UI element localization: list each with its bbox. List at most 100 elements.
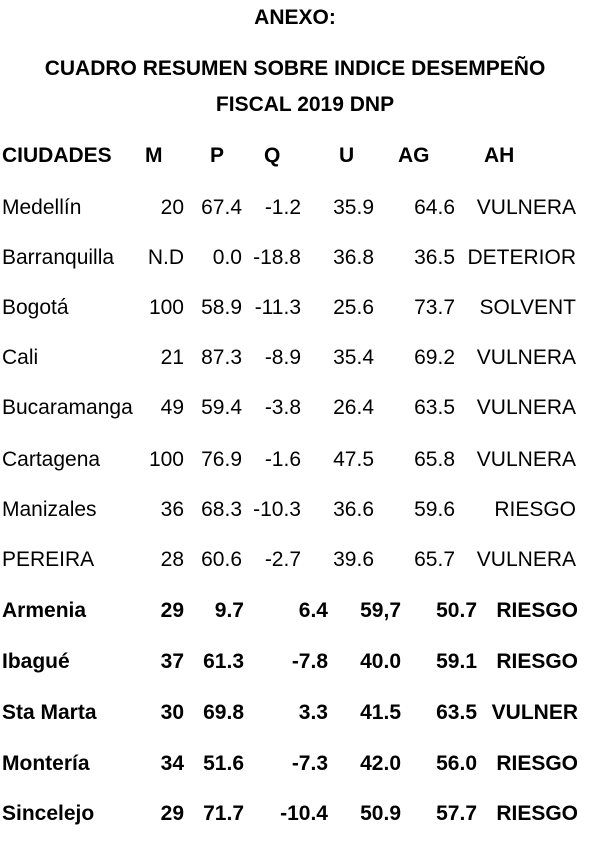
cell-ah: VULNERA: [476, 448, 576, 471]
cell-p: 58.9: [201, 296, 242, 319]
cell-ag: 50.7: [436, 599, 477, 622]
cell-q: -8.9: [264, 346, 301, 369]
cell-ciudad: Cartagena: [2, 448, 101, 471]
cell-ah: RIESGO: [494, 498, 576, 521]
cell-u: 40.0: [360, 650, 401, 673]
cell-p: 59.4: [201, 396, 242, 419]
title-line-2: FISCAL 2019 DNP: [215, 93, 395, 116]
table-row: Bucaramanga 49 59.4 -3.8 26.4 63.5 VULNERA: [0, 394, 590, 422]
cell-u: 35.4: [333, 346, 374, 369]
column-header-ciudades: CIUDADES: [2, 144, 112, 167]
table-row: Sta Marta 30 69.8 3.3 41.5 63.5 VULNER: [0, 699, 590, 727]
cell-m: 100: [148, 296, 184, 319]
cell-p: 67.4: [201, 196, 242, 219]
cell-ciudad: Barranquilla: [2, 246, 115, 269]
cell-m: 21: [160, 346, 184, 369]
column-header-ag: AG: [398, 144, 430, 167]
table-row: Cali 21 87.3 -8.9 35.4 69.2 VULNERA: [0, 344, 590, 372]
cell-ah: RIESGO: [496, 752, 578, 775]
cell-q: 6.4: [298, 599, 328, 622]
cell-ah: RIESGO: [496, 650, 578, 673]
cell-p: 76.9: [201, 448, 242, 471]
cell-m: 36: [160, 498, 184, 521]
cell-m: 29: [160, 599, 184, 622]
cell-u: 39.6: [333, 548, 374, 571]
cell-ciudad: Sincelejo: [2, 802, 95, 825]
cell-m: 20: [160, 196, 184, 219]
cell-p: 71.7: [203, 802, 244, 825]
table-row: Cartagena 100 76.9 -1.6 47.5 65.8 VULNERA: [0, 446, 590, 474]
cell-u: 25.6: [333, 296, 374, 319]
cell-u: 59,7: [360, 599, 401, 622]
cell-ciudad: Cali: [2, 346, 39, 369]
cell-ag: 56.0: [436, 752, 477, 775]
cell-ah: DETERIOR: [467, 246, 576, 269]
cell-u: 26.4: [333, 396, 374, 419]
cell-ag: 63.5: [436, 701, 477, 724]
table-row: Montería 34 51.6 -7.3 42.0 56.0 RIESGO: [0, 750, 590, 778]
cell-ciudad: Bogotá: [2, 296, 69, 319]
cell-ag: 59.1: [436, 650, 477, 673]
cell-q: 3.3: [298, 701, 328, 724]
cell-p: 9.7: [214, 599, 244, 622]
cell-q: -18.8: [253, 246, 301, 269]
column-header-u: U: [339, 144, 355, 167]
table-row: Sincelejo 29 71.7 -10.4 50.9 57.7 RIESGO: [0, 800, 590, 828]
cell-ciudad: Ibagué: [2, 650, 70, 673]
cell-ag: 63.5: [414, 396, 455, 419]
cell-ag: 65.8: [414, 448, 455, 471]
cell-p: 61.3: [203, 650, 244, 673]
cell-u: 35.9: [333, 196, 374, 219]
cell-q: -11.3: [254, 296, 301, 319]
cell-ciudad: Medellín: [2, 196, 82, 219]
table-row: Bogotá 100 58.9 -11.3 25.6 73.7 SOLVENT: [0, 294, 590, 322]
cell-ah: RIESGO: [496, 599, 578, 622]
cell-u: 42.0: [360, 752, 401, 775]
cell-ah: VULNERA: [476, 196, 576, 219]
annex-heading: ANEXO:: [254, 6, 336, 29]
cell-ah: RIESGO: [496, 802, 578, 825]
cell-ah: VULNERA: [476, 548, 576, 571]
cell-ag: 36.5: [414, 246, 455, 269]
cell-q: -10.3: [253, 498, 301, 521]
cell-m: 49: [160, 396, 184, 419]
cell-ag: 59.6: [414, 498, 455, 521]
title-line-1: CUADRO RESUMEN SOBRE INDICE DESEMPEÑO: [44, 57, 546, 80]
cell-m: 34: [160, 752, 184, 775]
column-header-m: M: [145, 144, 163, 167]
table-row: Ibagué 37 61.3 -7.8 40.0 59.1 RIESGO: [0, 648, 590, 676]
cell-q: -7.8: [291, 650, 328, 673]
cell-ciudad: PEREIRA: [2, 548, 95, 571]
cell-ag: 57.7: [436, 802, 477, 825]
cell-ciudad: Bucaramanga: [2, 396, 133, 419]
table-row: Medellín 20 67.4 -1.2 35.9 64.6 VULNERA: [0, 194, 590, 222]
cell-m: 37: [160, 650, 184, 673]
cell-ah: VULNERA: [476, 396, 576, 419]
cell-q: -1.6: [264, 448, 301, 471]
cell-m: 28: [160, 548, 184, 571]
cell-ag: 64.6: [414, 196, 455, 219]
column-header-ah: AH: [484, 144, 515, 167]
cell-u: 36.8: [333, 246, 374, 269]
cell-u: 50.9: [360, 802, 401, 825]
cell-ag: 65.7: [414, 548, 455, 571]
cell-u: 41.5: [360, 701, 401, 724]
table-row: Armenia 29 9.7 6.4 59,7 50.7 RIESGO: [0, 597, 590, 625]
cell-m: 100: [148, 448, 184, 471]
cell-ciudad: Sta Marta: [2, 701, 97, 724]
cell-m: N.D: [147, 246, 184, 269]
cell-q: -1.2: [264, 196, 301, 219]
table-row: Manizales 36 68.3 -10.3 36.6 59.6 RIESGO: [0, 496, 590, 524]
cell-p: 68.3: [201, 498, 242, 521]
cell-ah: VULNERA: [476, 346, 576, 369]
cell-ah: SOLVENT: [479, 296, 576, 319]
cell-p: 0.0: [212, 246, 242, 269]
cell-p: 51.6: [203, 752, 244, 775]
cell-u: 47.5: [333, 448, 374, 471]
column-header-p: P: [210, 144, 225, 167]
cell-p: 69.8: [203, 701, 244, 724]
cell-ciudad: Manizales: [2, 498, 97, 521]
cell-p: 87.3: [201, 346, 242, 369]
cell-m: 30: [160, 701, 184, 724]
cell-ciudad: Montería: [2, 752, 90, 775]
